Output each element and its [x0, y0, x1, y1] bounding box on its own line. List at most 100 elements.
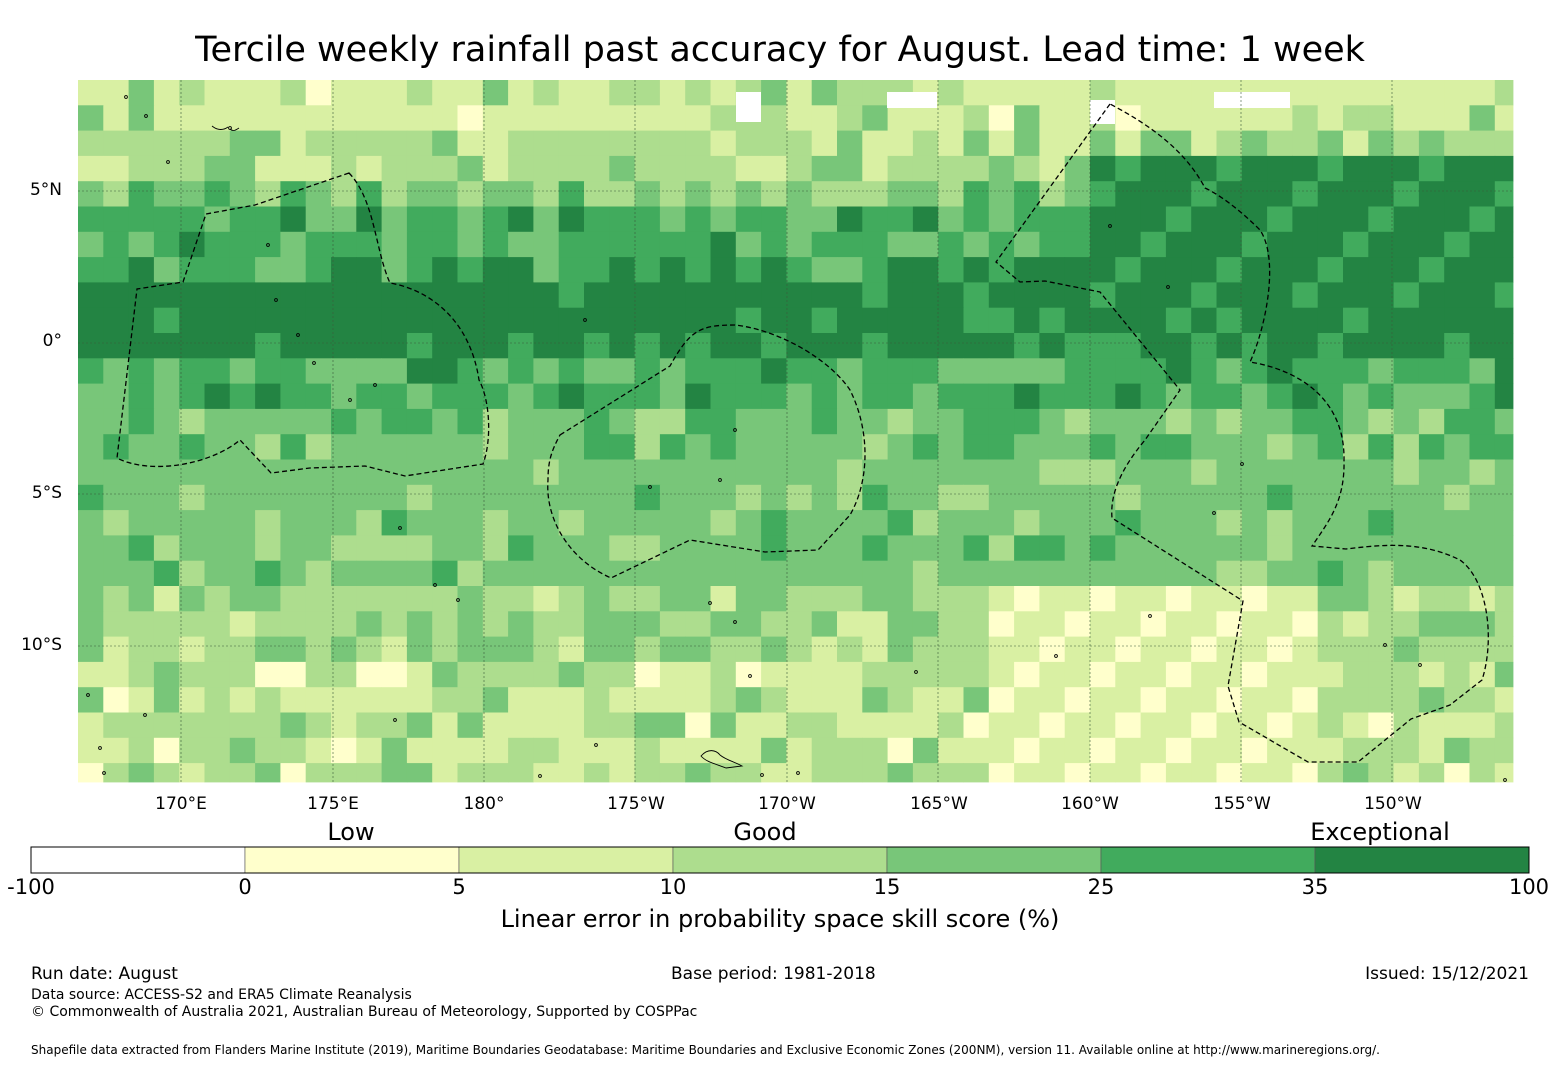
map-cell	[508, 333, 534, 359]
map-cell	[1444, 459, 1470, 486]
map-cell	[103, 105, 129, 131]
map-cell	[659, 763, 686, 783]
map-cell	[1292, 257, 1319, 283]
map-cell	[938, 206, 964, 233]
map-cell	[1368, 459, 1394, 486]
map-cell	[584, 307, 610, 334]
map-cell	[1393, 155, 1420, 182]
map-cell	[634, 535, 661, 562]
map-cell	[584, 181, 610, 207]
map-cell	[482, 712, 509, 739]
map-cell	[1292, 383, 1319, 410]
map-cell	[482, 510, 509, 536]
colorbar-segment	[30, 846, 246, 874]
map-cell	[862, 434, 888, 460]
map-cell	[305, 155, 332, 182]
map-cell	[1140, 586, 1167, 612]
map-cell	[634, 484, 661, 511]
map-cell	[229, 155, 256, 182]
map-cell	[912, 636, 939, 663]
map-cell	[1368, 560, 1394, 587]
map-cell	[710, 661, 737, 688]
map-cell	[1191, 611, 1217, 637]
map-cell	[558, 661, 585, 688]
map-cell	[1039, 763, 1066, 783]
map-cell	[1115, 737, 1141, 764]
map-cell	[103, 586, 129, 612]
map-cell	[153, 737, 180, 764]
map-cell	[558, 105, 585, 131]
map-cell	[305, 459, 332, 486]
map-cell	[305, 80, 332, 106]
map-cell	[1292, 560, 1319, 587]
map-cell	[1191, 105, 1217, 131]
map-cell	[1064, 586, 1091, 612]
map-cell	[634, 459, 661, 486]
island	[1212, 511, 1216, 515]
map-cell	[912, 763, 939, 783]
map-cell	[128, 80, 155, 106]
map-cell	[381, 231, 408, 258]
map-cell	[128, 636, 155, 663]
map-cell	[988, 636, 1015, 663]
map-cell	[1444, 257, 1470, 283]
map-cell	[609, 333, 635, 359]
map-cell	[710, 535, 737, 562]
map-cell	[1418, 712, 1445, 739]
island	[648, 485, 652, 489]
map-cell	[103, 535, 129, 562]
map-cell	[837, 763, 863, 783]
map-cell	[811, 181, 838, 207]
map-cell	[331, 535, 357, 562]
map-cell	[1343, 535, 1369, 562]
lat-label-5s: 5°S	[31, 483, 62, 503]
map-cell	[1090, 206, 1116, 233]
map-cell	[1216, 763, 1243, 783]
map-cell	[1469, 737, 1496, 764]
base-period: Base period: 1981-2018	[671, 964, 876, 984]
map-cell	[1418, 206, 1445, 233]
map-cell	[204, 737, 231, 764]
map-cell	[659, 586, 686, 612]
map-cell	[963, 636, 990, 663]
map-cell	[153, 408, 180, 435]
map-cell	[381, 661, 408, 688]
island	[1383, 643, 1387, 647]
map-cell	[406, 105, 433, 131]
map-cell	[255, 535, 281, 562]
map-cell	[229, 763, 256, 783]
map-cell	[103, 636, 129, 663]
map-cell	[735, 560, 762, 587]
map-cell	[584, 408, 610, 435]
map-cell	[887, 181, 914, 207]
map-cell	[482, 105, 509, 131]
map-cell	[78, 763, 104, 783]
map-cell	[153, 358, 180, 384]
map-cell	[1039, 737, 1066, 764]
map-cell	[736, 92, 761, 122]
map-cell	[1393, 712, 1420, 739]
map-cell	[1393, 181, 1420, 207]
map-cell	[1165, 307, 1192, 334]
map-cell	[457, 661, 484, 688]
map-cell	[533, 434, 560, 460]
map-cell	[1267, 661, 1293, 688]
map-cell	[1191, 636, 1217, 663]
map-cell	[1317, 231, 1344, 258]
map-cell	[558, 763, 585, 783]
map-cell	[331, 712, 357, 739]
map-cell	[1115, 307, 1141, 334]
map-cell	[1216, 459, 1243, 486]
map-cell	[1393, 206, 1420, 233]
map-cell	[482, 231, 509, 258]
colorbar-tick: 0	[238, 875, 252, 899]
map-cell	[533, 105, 560, 131]
map-cell	[128, 611, 155, 637]
map-cell	[305, 130, 332, 157]
map-cell	[1090, 100, 1115, 124]
map-cell	[659, 510, 686, 536]
map-cell	[1140, 611, 1167, 637]
map-cell	[938, 687, 964, 713]
map-cell	[229, 307, 256, 334]
island	[166, 160, 170, 164]
